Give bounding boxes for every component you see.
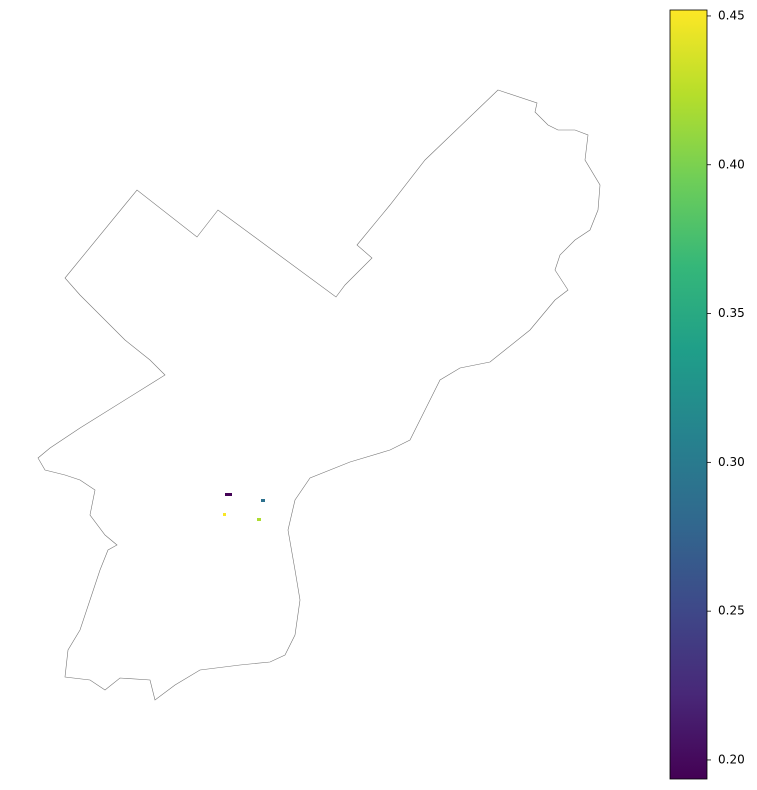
tract [223, 513, 226, 516]
tract [257, 518, 261, 521]
colorbar-tick-label: 0.25 [718, 604, 745, 618]
city-boundary [37, 89, 601, 701]
colorbar-tick-label: 0.30 [718, 455, 745, 469]
tract [225, 493, 232, 496]
colorbar-tick-label: 0.40 [718, 157, 745, 171]
colorbar-tick-label: 0.35 [718, 306, 745, 320]
colorbar-tick-label: 0.45 [718, 8, 745, 22]
colorbar-tick-label: 0.20 [718, 752, 745, 766]
tract [261, 499, 265, 502]
colorbar [669, 9, 708, 780]
